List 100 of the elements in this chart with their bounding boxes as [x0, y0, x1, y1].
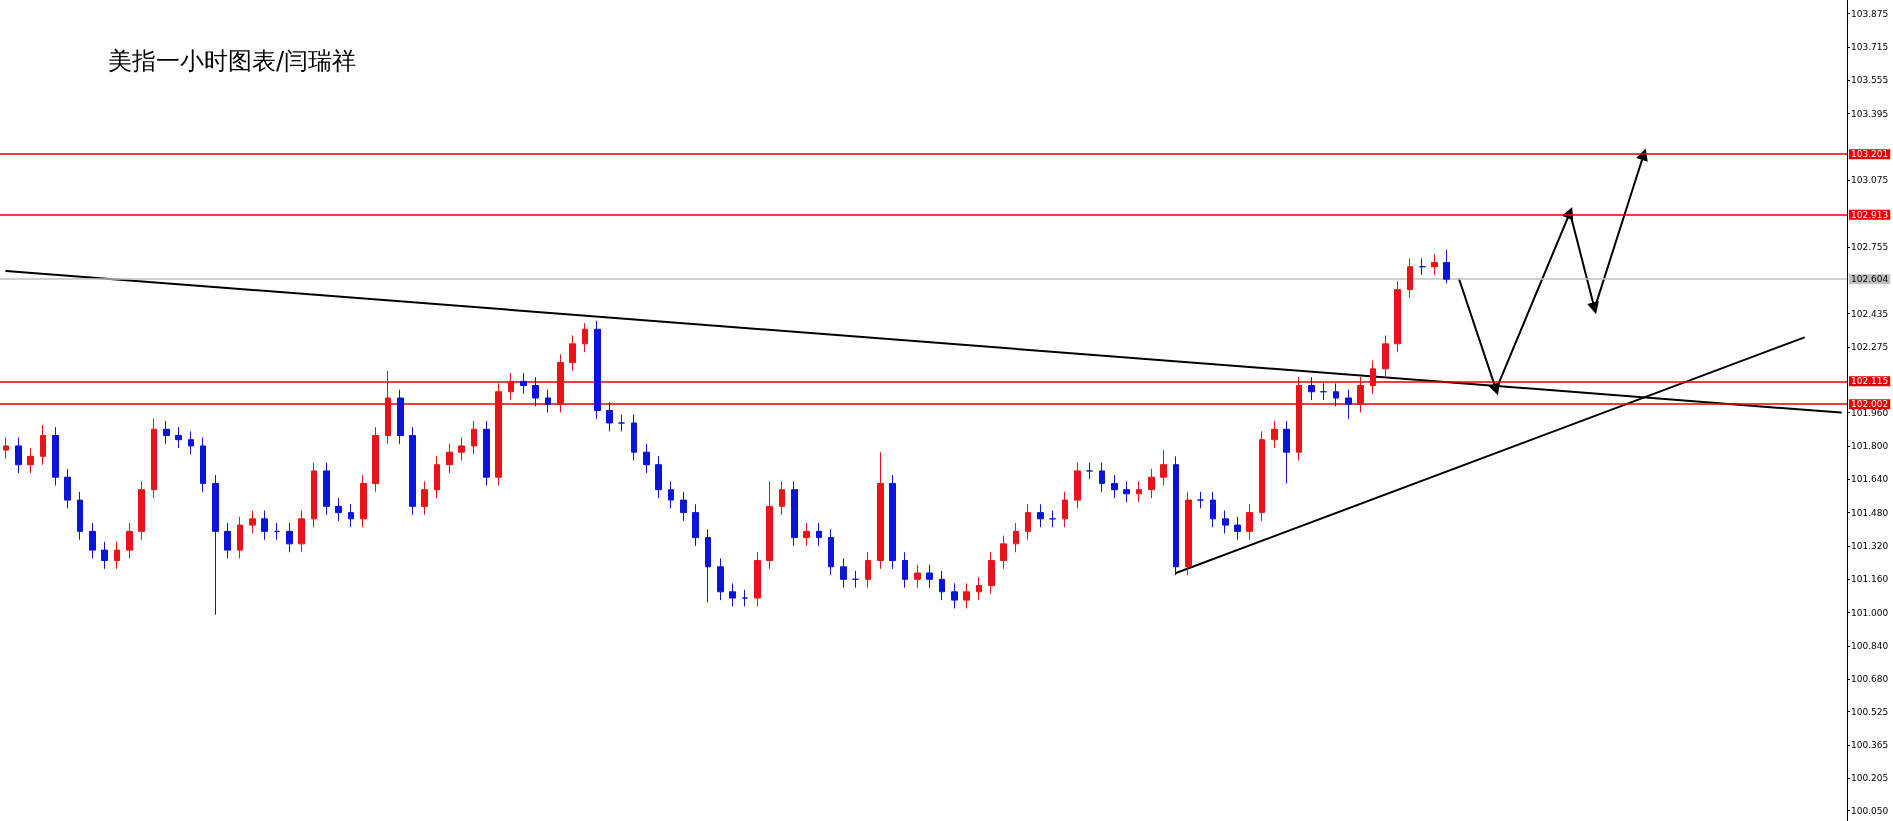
candlestick [372, 426, 379, 493]
candlestick [1000, 535, 1007, 570]
candlestick [951, 582, 958, 609]
candlestick [360, 474, 367, 528]
candlestick [224, 522, 231, 559]
y-tick-label: 100.205 [1851, 773, 1889, 784]
y-tick-label: 101.800 [1851, 440, 1889, 451]
candlestick [323, 462, 330, 516]
candlestick [335, 497, 342, 522]
candlestick [64, 468, 71, 509]
y-tick-label: 102.435 [1851, 308, 1889, 319]
candlestick [1382, 334, 1389, 378]
ref-line-label: 102.913 [1851, 209, 1889, 220]
candlestick [237, 516, 243, 559]
candlestick [1296, 376, 1302, 462]
candlestick [1173, 455, 1179, 576]
y-tick-label: 101.640 [1851, 474, 1889, 485]
candlestick [766, 480, 773, 570]
candlestick [274, 522, 280, 541]
candlestick [791, 480, 798, 547]
candlestick [446, 443, 453, 474]
candlestick [1443, 249, 1450, 284]
candlestick [212, 474, 219, 616]
candlestick [754, 551, 761, 607]
candlestick [557, 353, 564, 414]
candlestick [569, 334, 576, 372]
candlestick [298, 510, 305, 553]
candlestick [840, 557, 847, 589]
candlestick [1185, 491, 1192, 576]
y-tick-label: 100.525 [1851, 706, 1889, 717]
candlestick [865, 551, 871, 589]
candlestick [520, 372, 527, 395]
y-tick-label: 100.365 [1851, 739, 1889, 750]
candlestick [532, 376, 539, 407]
candlestick [77, 491, 83, 541]
y-tick-label: 103.075 [1851, 175, 1889, 186]
y-tick-label: 103.395 [1851, 108, 1889, 119]
candlestick [3, 437, 9, 459]
candlestick [742, 589, 748, 607]
y-tick-label: 100.840 [1851, 640, 1889, 651]
candlestick [27, 447, 34, 474]
candlestick [409, 426, 416, 516]
candlestick [1308, 376, 1315, 401]
candlestick [1345, 389, 1352, 420]
candlestick [902, 551, 908, 589]
candlestick [914, 564, 921, 589]
candlestick [1357, 376, 1364, 414]
candlestick [1333, 382, 1339, 407]
point [1488, 382, 1500, 396]
candlestick [200, 437, 206, 493]
candlestick [1259, 430, 1265, 522]
candlestick [1037, 503, 1044, 528]
candlestick [1160, 449, 1167, 487]
candlestick [495, 382, 502, 487]
y-tick-label: 101.960 [1851, 407, 1889, 418]
candlestick [1136, 480, 1142, 503]
candlestick [1419, 257, 1426, 276]
candlestick [1283, 420, 1290, 484]
candlestick [779, 480, 785, 516]
candlestick [1370, 359, 1376, 395]
y-tick-label: 101.000 [1851, 607, 1889, 618]
candlestick [397, 389, 404, 445]
candlestick [1074, 462, 1081, 509]
candlestick [1320, 382, 1327, 401]
candlestick [114, 541, 120, 570]
candlestick [52, 426, 59, 487]
candlestick [889, 474, 896, 570]
candlestick [1431, 253, 1438, 276]
y-tick-label: 101.160 [1851, 574, 1889, 585]
candlestick [692, 503, 699, 547]
point [1587, 301, 1599, 315]
y-tick-label: 101.320 [1851, 540, 1889, 551]
candlestick [15, 437, 22, 474]
candlestick [348, 503, 354, 528]
candlestick [138, 480, 145, 541]
candlestick [668, 480, 674, 509]
candlestick [655, 455, 662, 499]
candlestick [877, 451, 884, 570]
ref-line-label: 103.201 [1851, 149, 1889, 160]
candlestick [852, 570, 859, 589]
candlestick [249, 510, 256, 534]
candlestick [816, 522, 822, 547]
candlestick [963, 582, 970, 609]
candlestick [311, 462, 317, 528]
candlestick [680, 491, 687, 522]
candlestick [101, 541, 108, 570]
candlestick [89, 522, 96, 559]
candlestick [40, 424, 46, 466]
candlestick [1271, 420, 1278, 449]
candlestick [286, 522, 293, 553]
candlestick [261, 510, 268, 541]
candlestick [582, 322, 588, 353]
candlestick [643, 443, 650, 474]
candlestick [976, 576, 982, 601]
candlestick [508, 372, 514, 401]
candlestick [729, 582, 736, 607]
y-tick-label: 103.715 [1851, 41, 1889, 52]
candlestick [1025, 503, 1031, 541]
y-tick-label: 102.275 [1851, 341, 1889, 352]
candlestick [471, 420, 477, 455]
